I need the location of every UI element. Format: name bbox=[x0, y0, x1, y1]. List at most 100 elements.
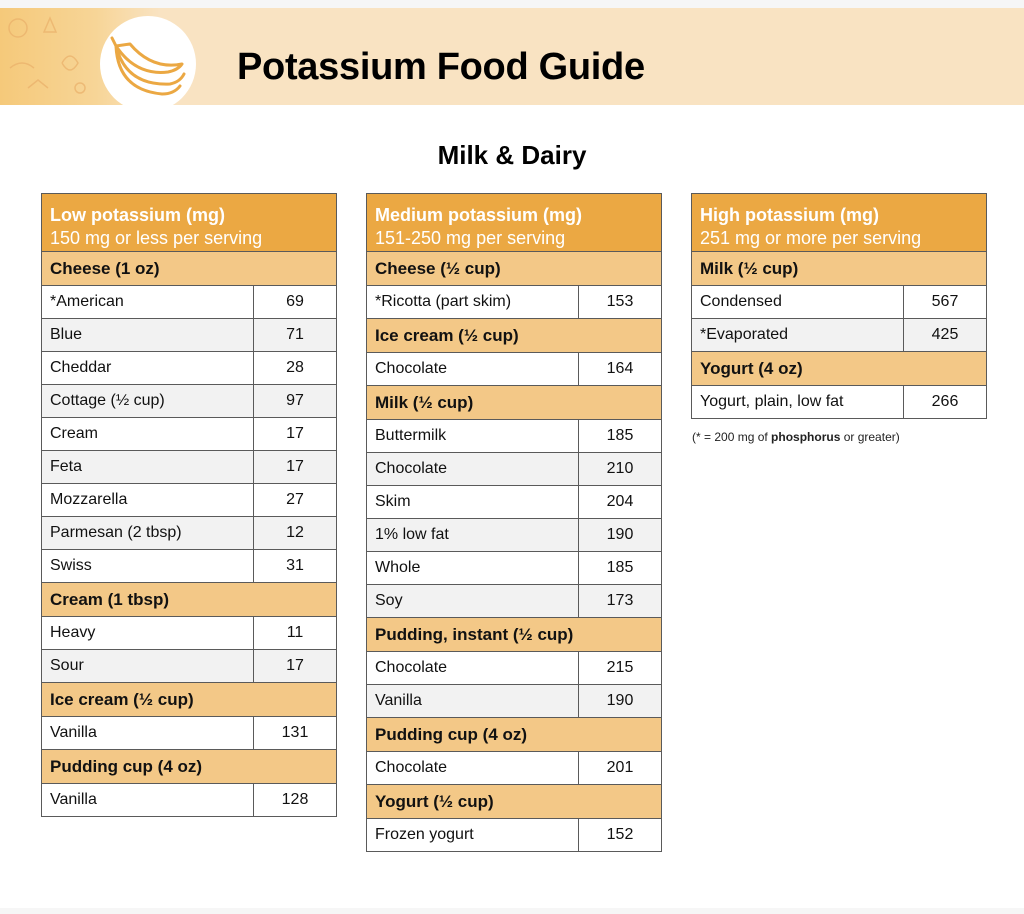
category-row: Yogurt (½ cup) bbox=[366, 785, 662, 819]
potassium-value: 153 bbox=[606, 293, 634, 310]
food-name: *Ricotta (part skim) bbox=[367, 286, 579, 318]
banana-icon bbox=[110, 36, 186, 96]
footnote: (* = 200 mg of phosphorus or greater) bbox=[692, 430, 900, 444]
column-header: High potassium (mg) 251 mg or more per se… bbox=[691, 193, 987, 252]
low-potassium-table: Low potassium (mg) 150 mg or less per ser… bbox=[41, 193, 337, 817]
table-row: *Ricotta (part skim) 153 bbox=[366, 286, 662, 319]
table-row: 1% low fat 190 bbox=[366, 519, 662, 552]
category-row: Pudding cup (4 oz) bbox=[41, 750, 337, 784]
column-header: Low potassium (mg) 150 mg or less per ser… bbox=[41, 193, 337, 252]
table-row: Chocolate 201 bbox=[366, 752, 662, 785]
table-row: Whole 185 bbox=[366, 552, 662, 585]
potassium-value: 266 bbox=[931, 393, 959, 410]
food-name: Frozen yogurt bbox=[367, 819, 579, 851]
column-header: Medium potassium (mg) 151-250 mg per serv… bbox=[366, 193, 662, 252]
table-row: Blue 71 bbox=[41, 319, 337, 352]
column-heading: Medium potassium (mg) bbox=[375, 205, 583, 225]
table-row: Sour 17 bbox=[41, 650, 337, 683]
food-name: Sour bbox=[42, 650, 254, 682]
section-title: Milk & Dairy bbox=[437, 140, 587, 170]
food-name: Buttermilk bbox=[367, 420, 579, 452]
table-row: Vanilla 128 bbox=[41, 784, 337, 817]
potassium-value: 97 bbox=[286, 392, 304, 409]
table-row: Vanilla 131 bbox=[41, 717, 337, 750]
potassium-value: 190 bbox=[606, 526, 634, 543]
high-potassium-table: High potassium (mg) 251 mg or more per se… bbox=[691, 193, 987, 419]
food-name: 1% low fat bbox=[367, 519, 579, 551]
table-row: Mozzarella 27 bbox=[41, 484, 337, 517]
table-row: Vanilla 190 bbox=[366, 685, 662, 718]
food-name: Chocolate bbox=[367, 453, 579, 485]
table-row: Chocolate 164 bbox=[366, 353, 662, 386]
table-row: Heavy 11 bbox=[41, 617, 337, 650]
page-title: Potassium Food Guide bbox=[237, 46, 645, 88]
table-row: Cheddar 28 bbox=[41, 352, 337, 385]
food-name: Heavy bbox=[42, 617, 254, 649]
potassium-value: 201 bbox=[606, 759, 634, 776]
table-row: Parmesan (2 tbsp) 12 bbox=[41, 517, 337, 550]
category-row: Cheese (1 oz) bbox=[41, 252, 337, 286]
potassium-value: 204 bbox=[606, 493, 634, 510]
food-name: Vanilla bbox=[367, 685, 579, 717]
potassium-value: 28 bbox=[286, 359, 304, 376]
potassium-value: 71 bbox=[286, 326, 304, 343]
table-row: Swiss 31 bbox=[41, 550, 337, 583]
table-row: Chocolate 215 bbox=[366, 652, 662, 685]
food-name: Vanilla bbox=[42, 717, 254, 749]
table-row: Cream 17 bbox=[41, 418, 337, 451]
food-name: Skim bbox=[367, 486, 579, 518]
table-row: Cottage (½ cup) 97 bbox=[41, 385, 337, 418]
category-row: Pudding cup (4 oz) bbox=[366, 718, 662, 752]
column-heading: High potassium (mg) bbox=[700, 205, 879, 225]
category-row: Milk (½ cup) bbox=[366, 386, 662, 420]
potassium-value: 11 bbox=[286, 624, 304, 641]
potassium-value: 128 bbox=[281, 791, 309, 808]
food-name: Whole bbox=[367, 552, 579, 584]
food-name: Chocolate bbox=[367, 752, 579, 784]
food-name: Cream bbox=[42, 418, 254, 450]
potassium-value: 12 bbox=[286, 524, 304, 541]
food-name: Cheddar bbox=[42, 352, 254, 384]
potassium-value: 152 bbox=[606, 826, 634, 843]
food-name: Yogurt, plain, low fat bbox=[692, 386, 904, 418]
potassium-value: 185 bbox=[606, 559, 634, 576]
medium-potassium-table: Medium potassium (mg) 151-250 mg per serv… bbox=[366, 193, 662, 852]
food-name: *American bbox=[42, 286, 254, 318]
table-row: Soy 173 bbox=[366, 585, 662, 618]
potassium-value: 31 bbox=[286, 557, 304, 574]
table-row: *American 69 bbox=[41, 286, 337, 319]
table-row: Skim 204 bbox=[366, 486, 662, 519]
table-row: Yogurt, plain, low fat 266 bbox=[691, 386, 987, 419]
potassium-value: 164 bbox=[606, 360, 634, 377]
category-row: Cream (1 tbsp) bbox=[41, 583, 337, 617]
category-row: Cheese (½ cup) bbox=[366, 252, 662, 286]
potassium-value: 17 bbox=[286, 425, 304, 442]
header-banner: Potassium Food Guide bbox=[0, 8, 1024, 112]
table-row: Condensed 567 bbox=[691, 286, 987, 319]
food-name: *Evaporated bbox=[692, 319, 904, 351]
food-name: Blue bbox=[42, 319, 254, 351]
food-name: Chocolate bbox=[367, 652, 579, 684]
potassium-value: 210 bbox=[606, 460, 634, 477]
food-name: Cottage (½ cup) bbox=[42, 385, 254, 417]
table-row: Feta 17 bbox=[41, 451, 337, 484]
column-heading: Low potassium (mg) bbox=[50, 205, 225, 225]
banana-logo bbox=[100, 16, 196, 112]
table-row: Chocolate 210 bbox=[366, 453, 662, 486]
food-name: Swiss bbox=[42, 550, 254, 582]
potassium-value: 17 bbox=[286, 657, 304, 674]
potassium-value: 567 bbox=[931, 293, 959, 310]
potassium-value: 17 bbox=[286, 458, 304, 475]
top-edge bbox=[0, 0, 1024, 8]
potassium-value: 185 bbox=[606, 427, 634, 444]
potassium-value: 425 bbox=[931, 326, 959, 343]
bottom-edge bbox=[0, 908, 1024, 914]
table-row: Frozen yogurt 152 bbox=[366, 819, 662, 852]
column-subheading: 151-250 mg per serving bbox=[375, 228, 566, 248]
category-row: Ice cream (½ cup) bbox=[366, 319, 662, 353]
column-subheading: 251 mg or more per serving bbox=[700, 228, 922, 248]
potassium-value: 173 bbox=[606, 592, 634, 609]
potassium-value: 190 bbox=[606, 692, 634, 709]
food-name: Mozzarella bbox=[42, 484, 254, 516]
table-row: Buttermilk 185 bbox=[366, 420, 662, 453]
